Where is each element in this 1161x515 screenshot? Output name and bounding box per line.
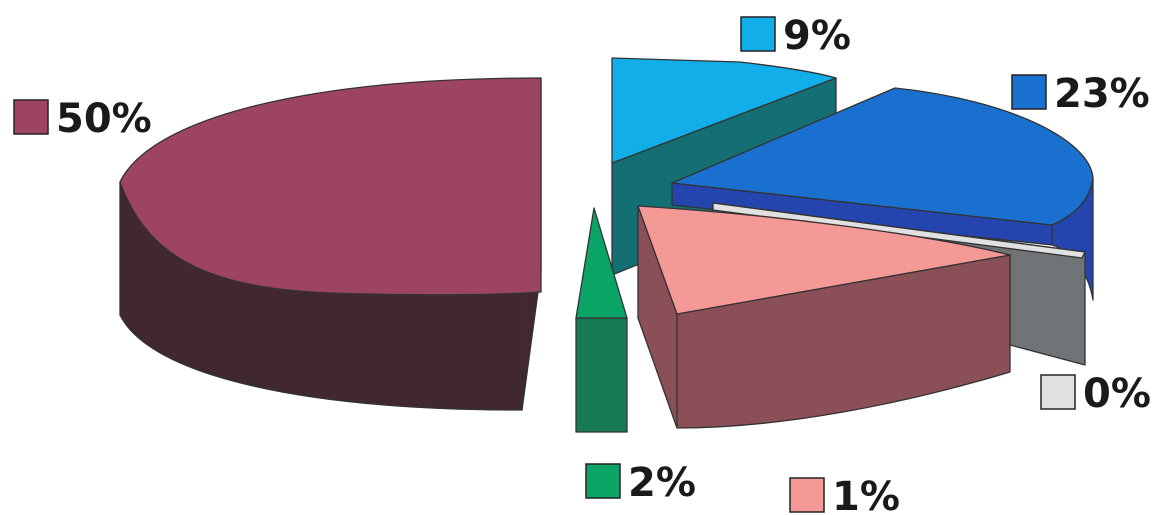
data-label-0: 0% <box>1040 371 1151 417</box>
slice-top <box>637 205 1011 315</box>
data-label-23: 23% <box>1011 71 1150 117</box>
pie-slices <box>119 57 1094 433</box>
data-label-text: 0% <box>1083 371 1151 417</box>
slice-top <box>712 202 1086 259</box>
data-label-text: 50% <box>56 96 152 142</box>
pie-slice-50 <box>119 77 542 411</box>
legend-swatch <box>1011 74 1047 110</box>
slice-top <box>575 207 628 319</box>
legend-swatch <box>1040 374 1076 410</box>
legend-swatch <box>740 16 776 52</box>
legend-swatch <box>585 463 621 499</box>
slice-top <box>611 57 837 164</box>
data-label-text: 1% <box>832 474 900 515</box>
data-label-9: 9% <box>740 13 851 59</box>
data-label-text: 9% <box>783 13 851 59</box>
data-label-2: 2% <box>585 460 696 506</box>
legend-swatch <box>13 99 49 135</box>
slice-top <box>119 77 542 296</box>
data-label-50: 50% <box>13 96 152 142</box>
legend-swatch <box>789 477 825 513</box>
data-label-text: 2% <box>628 460 696 506</box>
pie-slice-2 <box>575 207 628 433</box>
data-labels: 50% 9% 23% 0% 1% 2% <box>13 13 1151 515</box>
pie-slice-1 <box>637 205 1011 429</box>
slice-side <box>575 317 628 433</box>
data-label-1: 1% <box>789 474 900 515</box>
data-label-text: 23% <box>1054 71 1150 117</box>
slice-top <box>671 87 1094 226</box>
pie-slice-23 <box>671 87 1094 301</box>
